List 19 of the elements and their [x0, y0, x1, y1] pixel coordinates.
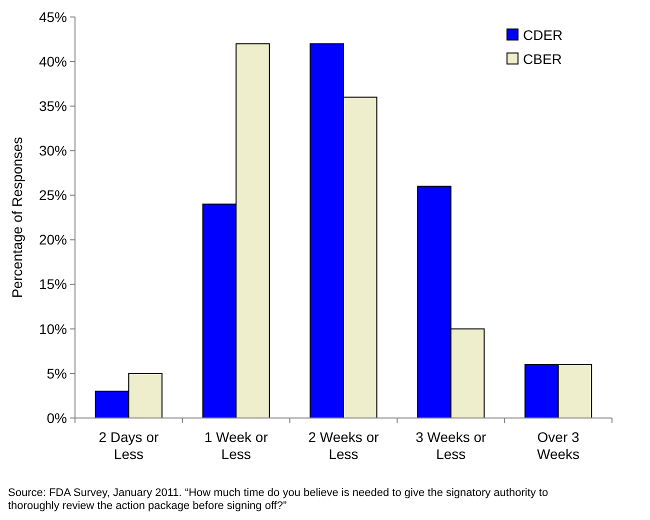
y-tick-label: 35% — [38, 98, 67, 114]
x-tick-label: 2 Weeks or Less — [308, 429, 380, 462]
y-tick-label: 15% — [38, 276, 67, 292]
y-tick-label: 0% — [46, 410, 67, 426]
y-axis-title: Percentage of Responses — [9, 136, 25, 298]
x-tick-label: 3 Weeks or Less — [416, 429, 487, 462]
y-tick-label: 40% — [38, 53, 67, 70]
legend-label: CBER — [523, 50, 562, 67]
y-tick-label: 5% — [46, 365, 67, 382]
x-tick-label: Over 3 Weeks — [537, 429, 580, 462]
legend-label: CDER — [523, 26, 563, 43]
y-tick-label: 10% — [38, 320, 67, 337]
y-tick-label: 45% — [38, 8, 67, 25]
y-tick-label: 30% — [38, 142, 67, 159]
x-tick-label: 2 Days or Less — [98, 429, 159, 462]
y-tick-label: 25% — [38, 187, 67, 204]
x-tick-label: 1 Week or Less — [204, 429, 268, 462]
y-tick-label: 20% — [38, 232, 67, 248]
source-note: Source: FDA Survey, January 2011. “How much time do you believe is needed to give the signatory authority to thoroughly review the action package before signing off?” — [8, 487, 548, 512]
